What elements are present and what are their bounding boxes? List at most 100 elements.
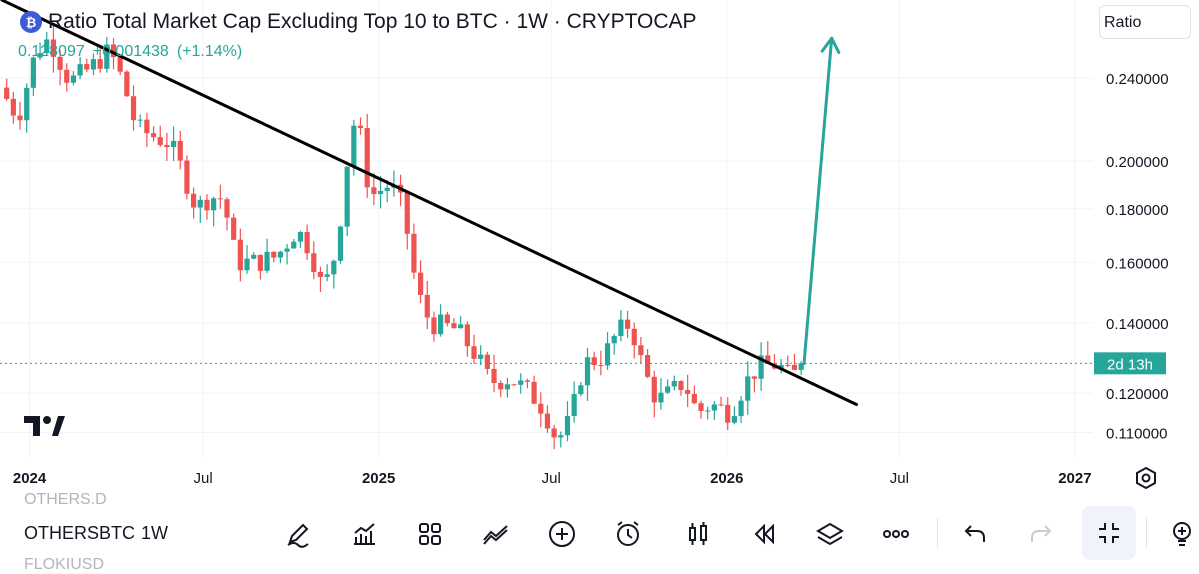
candle-down bbox=[551, 428, 557, 438]
price-change: +0.001438 bbox=[92, 43, 169, 60]
x-tick-label: Jul bbox=[542, 470, 561, 487]
add-icon[interactable] bbox=[542, 514, 582, 554]
candle-up bbox=[297, 232, 304, 242]
candle-up bbox=[244, 258, 250, 271]
candle-up bbox=[351, 125, 357, 167]
candle-down bbox=[84, 64, 90, 70]
candle-up bbox=[264, 251, 270, 271]
alert-icon[interactable] bbox=[608, 514, 648, 554]
symbol-list-prev[interactable]: OTHERS.D bbox=[24, 491, 107, 508]
candle-up bbox=[658, 392, 664, 403]
candle-up bbox=[104, 44, 110, 69]
settings-gear-icon[interactable] bbox=[1134, 466, 1158, 490]
candle-down bbox=[751, 376, 758, 379]
candle-down bbox=[544, 413, 551, 429]
candle-up bbox=[671, 381, 677, 387]
compare-icon[interactable] bbox=[476, 514, 516, 554]
candle-down bbox=[791, 364, 798, 370]
interval-selector[interactable]: 1W bbox=[141, 523, 168, 543]
candle-down bbox=[644, 355, 651, 377]
candle-down bbox=[10, 98, 16, 116]
candle-down bbox=[691, 393, 697, 404]
candle-down bbox=[624, 319, 631, 329]
candle-up bbox=[44, 39, 50, 54]
idea-icon[interactable] bbox=[1164, 514, 1199, 554]
layers-icon[interactable] bbox=[810, 514, 850, 554]
candle-down bbox=[124, 71, 130, 97]
draw-icon[interactable] bbox=[278, 514, 318, 554]
trendline bbox=[0, 0, 858, 406]
candle-down bbox=[97, 59, 103, 69]
candle-down bbox=[484, 354, 490, 369]
candle-up bbox=[24, 87, 30, 121]
countdown-badge bbox=[1094, 352, 1166, 375]
candle-up bbox=[584, 357, 591, 386]
candles-icon[interactable] bbox=[678, 514, 718, 554]
candle-up bbox=[170, 140, 177, 148]
toolbar-divider-2 bbox=[1146, 518, 1147, 548]
candle-up bbox=[70, 75, 77, 83]
candle-up bbox=[571, 394, 577, 416]
candle-up bbox=[291, 241, 297, 249]
candle-up bbox=[344, 166, 350, 227]
candle-up bbox=[504, 384, 510, 390]
scale-ratio-button[interactable]: Ratio bbox=[1099, 5, 1191, 39]
candle-down bbox=[464, 324, 470, 347]
candle-up bbox=[377, 190, 384, 195]
undo-icon[interactable] bbox=[955, 514, 995, 554]
candle-down bbox=[638, 345, 644, 356]
y-tick-label: 0.140000 bbox=[1106, 316, 1169, 333]
candle-down bbox=[17, 115, 23, 121]
x-tick-label: 2025 bbox=[362, 470, 395, 487]
more-icon[interactable] bbox=[876, 514, 916, 554]
candle-down bbox=[224, 199, 230, 218]
y-tick-label: 0.110000 bbox=[1106, 426, 1167, 443]
candle-down bbox=[4, 87, 10, 99]
candle-up bbox=[90, 59, 97, 70]
candle-down bbox=[631, 328, 637, 346]
candle-up bbox=[578, 385, 584, 395]
candle-down bbox=[130, 96, 137, 121]
candle-down bbox=[57, 56, 63, 70]
candle-up bbox=[564, 415, 571, 436]
candle-up bbox=[665, 386, 671, 393]
x-tick-label: 2026 bbox=[710, 470, 743, 487]
price-change-pct: (+1.14%) bbox=[176, 43, 243, 60]
candle-down bbox=[424, 294, 430, 318]
y-tick-label: 0.120000 bbox=[1106, 386, 1169, 403]
chart-title-bar: ₿ Ratio Total Market Cap Excluding Top 1… bbox=[20, 10, 697, 34]
candle-up bbox=[711, 404, 717, 411]
candle-up bbox=[30, 57, 36, 88]
replay-icon[interactable] bbox=[744, 514, 784, 554]
y-tick-label: 0.240000 bbox=[1106, 71, 1169, 88]
candle-down bbox=[357, 125, 364, 129]
candle-up bbox=[478, 354, 484, 359]
candle-down bbox=[491, 368, 497, 383]
candle-down bbox=[418, 272, 424, 295]
candle-down bbox=[531, 381, 537, 404]
candle-down bbox=[64, 69, 70, 83]
x-tick-label: Jul bbox=[890, 470, 909, 487]
candle-down bbox=[451, 323, 457, 329]
candle-up bbox=[558, 435, 564, 438]
candle-up bbox=[731, 416, 737, 423]
candle-down bbox=[177, 140, 183, 161]
candle-up bbox=[331, 260, 337, 275]
symbol-list-next[interactable]: FLOKIUSD bbox=[24, 556, 105, 573]
y-tick-label: 0.180000 bbox=[1106, 202, 1169, 219]
indicators-icon[interactable] bbox=[344, 514, 384, 554]
candle-down bbox=[431, 317, 437, 335]
candle-up bbox=[337, 226, 344, 261]
candle-down bbox=[364, 128, 370, 188]
chart-title: Ratio Total Market Cap Excluding Top 10 … bbox=[48, 10, 697, 33]
redo-icon[interactable] bbox=[1021, 514, 1061, 554]
candle-down bbox=[257, 254, 263, 271]
candle-up bbox=[798, 363, 804, 370]
toolbar-divider bbox=[937, 518, 938, 548]
fullscreen-exit-icon[interactable] bbox=[1082, 506, 1136, 560]
candle-down bbox=[191, 193, 197, 208]
symbol-selector[interactable]: OTHERSBTC bbox=[24, 523, 136, 543]
layout-icon[interactable] bbox=[410, 514, 450, 554]
candle-down bbox=[150, 133, 157, 138]
